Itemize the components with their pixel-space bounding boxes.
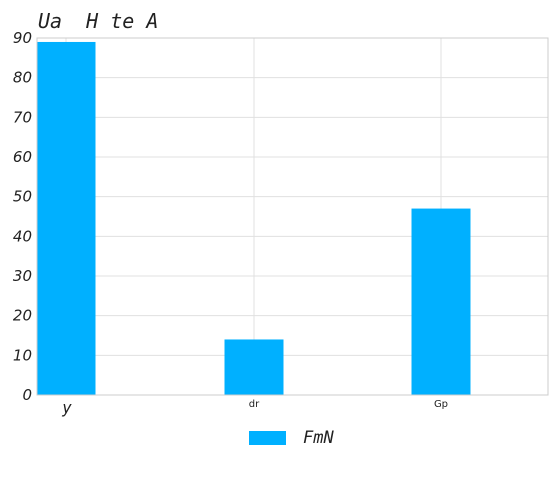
bars [36, 41, 471, 395]
legend: FmN [249, 428, 334, 448]
y-tick-label: 80 [13, 69, 32, 87]
y-tick-label: 20 [13, 307, 32, 325]
x-tick-label: y [61, 398, 72, 417]
bar-y [36, 41, 96, 395]
y-tick-label: 0 [22, 386, 32, 404]
gridlines [37, 37, 548, 396]
y-axis-ticks: 0 10 20 30 40 50 60 70 80 90 [13, 29, 32, 404]
y-tick-label: 40 [13, 227, 32, 245]
y-tick-label: 10 [13, 346, 32, 364]
y-tick-label: 50 [13, 188, 32, 206]
y-tick-label: 90 [13, 29, 32, 47]
plot-area-border [36, 37, 549, 396]
x-axis-ticks: y dr Gp [61, 398, 448, 417]
legend-label: FmN [303, 428, 334, 448]
x-tick-label: dr [249, 399, 260, 410]
legend-swatch [249, 431, 286, 445]
bar-dr [224, 339, 284, 395]
y-tick-label: 30 [13, 267, 32, 285]
bar-Gp [411, 208, 471, 395]
y-tick-label: 70 [13, 108, 32, 126]
y-tick-label: 60 [13, 148, 32, 166]
x-tick-label: Gp [434, 399, 448, 410]
chart-title: Ua H te A [38, 9, 159, 33]
